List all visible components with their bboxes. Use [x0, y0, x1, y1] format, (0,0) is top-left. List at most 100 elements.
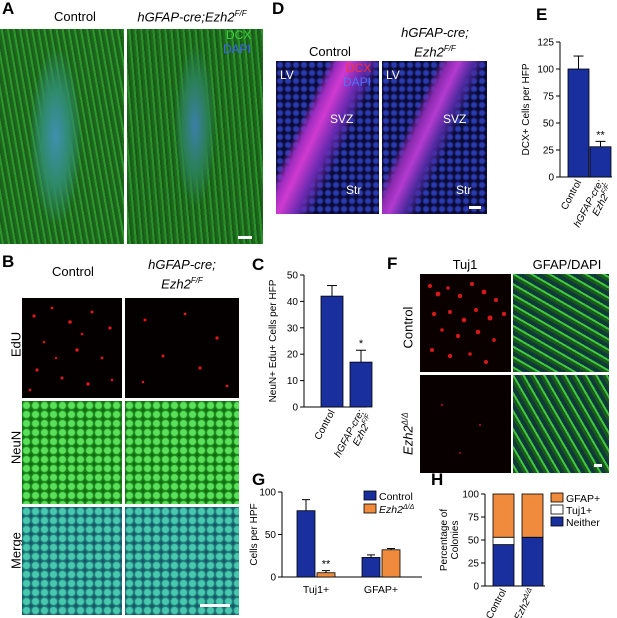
panel-c-ytick-label: 0: [292, 403, 298, 414]
panel-b-neun-control: [22, 401, 122, 504]
panel-h-bar-segment: [492, 544, 515, 587]
panel-f-gfap-control: [513, 274, 609, 372]
panel-d-mutant-svz: SVZ: [443, 112, 467, 126]
panel-h-chart: H 0 25 50 75 100 Percentage of Colonies Control…: [431, 470, 600, 618]
panel-a-scale-bar: [238, 236, 252, 239]
panel-a-stain-dcx: DCX: [226, 28, 252, 42]
panel-g-chart: G 0 50 100 Cells per HPF ** Tuj1+ GFAP+ Control…: [249, 470, 422, 596]
panel-g-ytick-label: 50: [265, 530, 277, 541]
panel-d-control-image: [276, 61, 379, 214]
panel-h-xtick-label: Ezh2Δ/Δ: [512, 587, 539, 618]
panel-a-control-title: Control: [54, 9, 96, 24]
panel-d-mutant-image: [382, 61, 487, 214]
panel-h-ylabel-line2: Colonies: [450, 521, 461, 560]
panel-h-bar-segment: [492, 536, 515, 545]
svg-text:Control: Control: [484, 587, 509, 618]
panel-g-bar: [381, 549, 401, 578]
panel-h-bar-segment: [492, 493, 515, 538]
panel-g-ylabel: Cells per HPF: [249, 503, 260, 565]
panel-h-legend-swatch: [550, 504, 564, 515]
panel-label-d: D: [272, 0, 285, 18]
svg-text:Ezh2Δ/Δ: Ezh2Δ/Δ: [512, 587, 539, 618]
panel-label-a: A: [2, 0, 15, 18]
panel-a-mutant-image: [127, 29, 263, 244]
panel-e-bar: [567, 68, 590, 178]
panel-b-scale-bar: [200, 604, 230, 607]
panel-c-ytick-label: 50: [287, 271, 299, 282]
panel-h-ytick-label: 25: [468, 559, 480, 570]
panel-f-row-control: Control: [400, 306, 416, 349]
panel-h-ytick-label: 0: [473, 582, 479, 593]
panel-g-legend-swatch: [363, 503, 377, 514]
panel-label-h: H: [431, 470, 443, 489]
panel-h-legend-swatch: [550, 516, 564, 527]
panel-g-xtick-label: Tuj1+: [303, 584, 329, 596]
panel-d-control-title: Control: [309, 44, 351, 59]
panel-g-legend-swatch: [363, 490, 377, 501]
panel-d-control-str: Str: [346, 183, 362, 197]
panel-h-legend-label: GFAP+: [566, 493, 600, 505]
panel-c-bar: [349, 361, 373, 408]
panel-b-mutant-title: hGFAP-cre; Ezh2F/F: [148, 257, 216, 292]
panel-c-xtick-label: Control: [313, 408, 338, 442]
panel-h-bar-segment: [521, 493, 544, 538]
panel-e-ytick-label: 0: [548, 173, 554, 184]
panel-a-stain-dapi: DAPI: [223, 42, 252, 56]
panel-b-neun-mutant: [125, 401, 239, 504]
panel-g-bar: [296, 510, 316, 578]
panel-d-control-lv: LV: [280, 68, 294, 82]
panel-h-ytick-label: 50: [468, 536, 480, 547]
panel-d-control-svz: SVZ: [330, 112, 354, 126]
panel-f-tuj1-control: [420, 274, 511, 372]
panel-b-control-title: Control: [52, 264, 94, 279]
panel-c-ytick-label: 10: [287, 376, 299, 387]
panel-g-legend-label: Control: [379, 491, 413, 503]
panel-e-ytick-label: 125: [537, 38, 554, 49]
panel-b-edu-control: [22, 298, 122, 398]
panel-h-legend-swatch: [550, 492, 564, 503]
panel-label-g: G: [252, 470, 265, 489]
panel-a-mutant-title: hGFAP-cre;Ezh2F/F: [137, 9, 247, 25]
panel-e-ytick-label: 50: [543, 119, 555, 130]
panel-b-merge-control: [22, 507, 122, 615]
panel-a-control-image: [0, 29, 124, 244]
panel-g-bar: [316, 572, 336, 578]
panel-c-ylabel: NeuN+ Edu+ Cells per HFP: [268, 279, 279, 402]
panel-label-e: E: [536, 5, 547, 24]
panel-f-row-mutant: Ezh2Δ/Δ: [400, 412, 416, 455]
panel-h-ytick-label: 75: [468, 513, 480, 524]
panel-d-mutant-title: hGFAP-cre; Ezh2F/F: [401, 25, 469, 60]
panel-h-ytick-label: 100: [462, 490, 479, 501]
panel-label-f: F: [387, 254, 398, 273]
panel-e-significance: **: [596, 129, 605, 141]
panel-h-bar-segment: [521, 536, 544, 587]
panel-f-col-tuj1: Tuj1: [452, 257, 478, 272]
panel-c-bar: [320, 295, 344, 408]
panel-e-ytick-label: 75: [543, 92, 555, 103]
panel-h-legend-label: Tuj1+: [566, 505, 592, 517]
panel-e-bar: [589, 146, 612, 178]
panel-c-ytick-label: 20: [287, 350, 299, 361]
panel-d-mutant-lv: LV: [386, 68, 400, 82]
panel-b-edu-mutant: [125, 298, 239, 398]
panel-h-ylabel-line1: Percentage of: [439, 509, 450, 571]
panel-e-ytick-label: 25: [543, 146, 555, 157]
panel-d-mutant-str: Str: [456, 183, 472, 197]
panel-g-xtick-label: GFAP+: [364, 584, 398, 596]
panel-c-ytick-label: 40: [287, 297, 299, 308]
panel-f-tuj1-mutant: [420, 375, 511, 473]
panel-f-col-gfap: GFAP/DAPI: [532, 257, 602, 272]
panel-h-legend-label: Neither: [566, 517, 600, 529]
panel-d-scale-bar: [469, 206, 481, 209]
svg-text:Control: Control: [313, 408, 338, 442]
panel-label-b: B: [2, 252, 15, 271]
panel-e-ylabel: DCX+ Cells per HFP: [521, 63, 532, 155]
panel-g-legend-label: Ezh2Δ/Δ: [379, 504, 415, 516]
panel-h-xtick-label: Control: [484, 587, 509, 618]
panel-f-gfap-mutant: [513, 375, 609, 473]
panel-g-ytick-label: 100: [259, 488, 276, 499]
panel-g-bar: [361, 557, 381, 578]
panel-g-significance: **: [322, 559, 331, 571]
panel-c-ytick-label: 30: [287, 323, 299, 334]
